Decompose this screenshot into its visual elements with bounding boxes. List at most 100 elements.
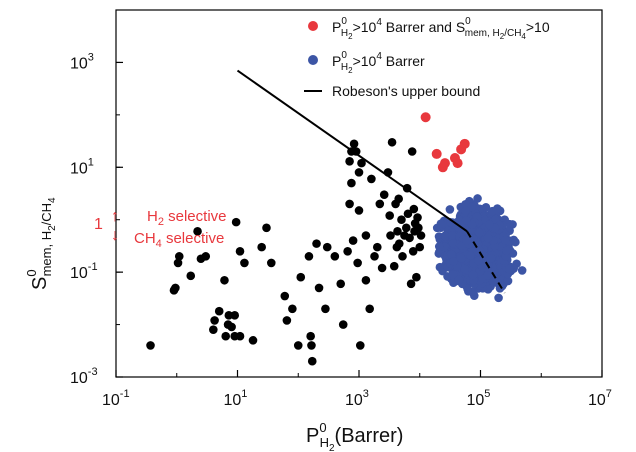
x-axis-label: P0 H2(Barrer) — [306, 420, 403, 452]
up-arrow-icon: ↑ — [111, 208, 119, 225]
black-point — [280, 291, 290, 301]
black-point — [230, 311, 240, 320]
black-point — [296, 272, 306, 282]
x-ticks: 10-1 101 103 105 107 — [102, 370, 612, 409]
blue-point — [467, 202, 477, 212]
black-point — [407, 147, 417, 156]
blue-point — [488, 206, 497, 216]
black-point — [266, 258, 276, 268]
y-tick-label: 10-3 — [70, 366, 98, 387]
black-point — [174, 252, 184, 261]
blue-point — [461, 206, 470, 216]
robeson-upper-bound — [236, 69, 506, 294]
black-point — [186, 271, 196, 281]
black-point — [146, 341, 155, 350]
black-point — [210, 316, 219, 325]
blue-point — [501, 235, 510, 245]
blue-point — [517, 266, 527, 275]
red-series — [420, 112, 470, 173]
black-point — [235, 331, 245, 341]
one-label: 1 — [94, 216, 103, 233]
blue-point — [473, 194, 482, 203]
black-series — [146, 137, 426, 366]
black-point — [397, 215, 406, 225]
black-point — [375, 199, 385, 209]
ch4-selective-label: CH4 selective — [134, 230, 224, 250]
black-point — [406, 279, 416, 289]
black-point — [288, 304, 297, 314]
blue-point — [494, 293, 503, 303]
blue-point — [476, 246, 485, 256]
x-tick-label: 10-1 — [102, 388, 130, 409]
black-point — [416, 231, 426, 240]
black-point — [227, 322, 236, 332]
black-point — [248, 336, 258, 345]
robeson-line-solid — [236, 69, 468, 233]
black-point — [377, 263, 387, 273]
blue-point — [468, 270, 478, 280]
x-tick-label: 103 — [345, 388, 369, 409]
black-point — [401, 223, 411, 233]
blue-point — [436, 219, 446, 228]
blue-point — [483, 233, 493, 243]
selectivity-annotation: 1 ↑ ↓ H2 selective CH4 selective — [94, 208, 227, 250]
y-ticks: 10-3 10-1 101 103 — [70, 9, 123, 387]
black-point — [413, 213, 422, 222]
black-point — [345, 199, 354, 209]
black-point — [385, 211, 394, 220]
black-point — [257, 242, 266, 252]
black-point — [393, 227, 402, 236]
black-point — [306, 331, 315, 341]
black-point — [307, 356, 317, 366]
black-point — [336, 279, 346, 289]
robeson-line-dashed — [466, 230, 506, 294]
black-point — [312, 239, 321, 248]
black-point — [293, 341, 303, 350]
y-tick-label: 103 — [70, 51, 94, 72]
blue-point — [502, 246, 511, 256]
black-point — [240, 258, 249, 268]
black-point — [372, 242, 382, 252]
black-point — [394, 194, 403, 204]
y-tick-label: 101 — [70, 156, 94, 177]
black-point — [354, 168, 364, 177]
y-axis-label: S0mem, H2/CH4 — [24, 197, 58, 290]
black-point — [347, 178, 356, 188]
blue-series — [432, 194, 527, 303]
black-point — [307, 341, 316, 350]
y-tick-label: 10-1 — [70, 261, 98, 282]
blue-point — [474, 256, 483, 266]
black-point — [408, 246, 418, 256]
legend: P0 H2>104 Barrer and S0 mem, H2/CH4>10 P0 H… — [304, 16, 550, 99]
black-point — [355, 341, 365, 350]
blue-point — [475, 228, 484, 237]
black-point — [351, 147, 361, 156]
black-point — [224, 311, 234, 320]
blue-point — [466, 251, 475, 260]
blue-point — [448, 270, 458, 279]
blue-point — [449, 239, 458, 248]
black-point — [321, 304, 330, 314]
black-point — [403, 209, 413, 219]
black-point — [173, 258, 183, 268]
blue-point — [441, 231, 450, 241]
blue-point — [454, 275, 464, 285]
blue-point — [456, 253, 466, 263]
black-point — [348, 236, 358, 245]
red-point — [431, 148, 442, 159]
blue-point — [435, 262, 445, 272]
black-point — [330, 252, 340, 261]
black-point — [221, 331, 231, 341]
blue-point — [488, 277, 498, 286]
black-point — [214, 306, 224, 316]
black-point — [365, 304, 374, 314]
black-point — [171, 283, 180, 293]
black-point — [201, 252, 211, 261]
blue-point — [462, 236, 471, 246]
black-point — [357, 158, 366, 168]
blue-point — [449, 256, 458, 266]
black-point — [262, 223, 271, 233]
black-point — [387, 137, 397, 147]
blue-point — [485, 220, 494, 229]
